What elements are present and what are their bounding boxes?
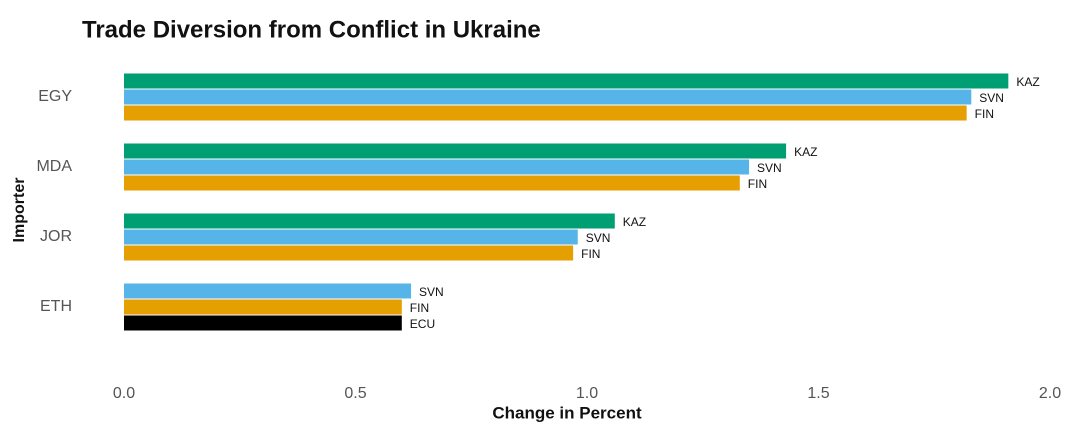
bar-label: SVN xyxy=(419,285,444,299)
bar xyxy=(124,73,1009,89)
bar xyxy=(124,315,402,331)
bar-label: FIN xyxy=(410,301,429,315)
bar xyxy=(124,143,787,159)
y-tick-label: JOR xyxy=(40,228,72,245)
bar xyxy=(124,159,750,175)
bar xyxy=(124,283,412,299)
bar xyxy=(124,175,740,191)
bar xyxy=(124,229,578,245)
y-tick-label: ETH xyxy=(40,298,72,315)
x-tick-label: 1.0 xyxy=(576,385,598,402)
bar-label: FIN xyxy=(975,107,994,121)
x-tick-label: 2.0 xyxy=(1039,385,1061,402)
x-tick-label: 1.5 xyxy=(807,385,829,402)
bar-label: SVN xyxy=(979,91,1004,105)
x-tick-label: 0.0 xyxy=(113,385,135,402)
bar-label: FIN xyxy=(748,177,767,191)
bar xyxy=(124,213,615,229)
bar-label: ECU xyxy=(410,317,435,331)
bar xyxy=(124,245,574,261)
bar xyxy=(124,89,972,105)
x-axis-title: Change in Percent xyxy=(492,403,642,422)
x-tick-label: 0.5 xyxy=(344,385,366,402)
bar-label: KAZ xyxy=(623,215,646,229)
bar-label: KAZ xyxy=(1016,75,1039,89)
y-axis-title: Importer xyxy=(11,178,28,243)
bar xyxy=(124,105,967,121)
bar-label: FIN xyxy=(581,247,600,261)
bar-label: KAZ xyxy=(794,145,817,159)
bar-label: SVN xyxy=(757,161,782,175)
bar xyxy=(124,299,402,315)
chart-title: Trade Diversion from Conflict in Ukraine xyxy=(82,16,541,43)
y-tick-label: MDA xyxy=(36,158,72,175)
bar-label: SVN xyxy=(586,231,611,245)
y-tick-label: EGY xyxy=(38,88,72,105)
